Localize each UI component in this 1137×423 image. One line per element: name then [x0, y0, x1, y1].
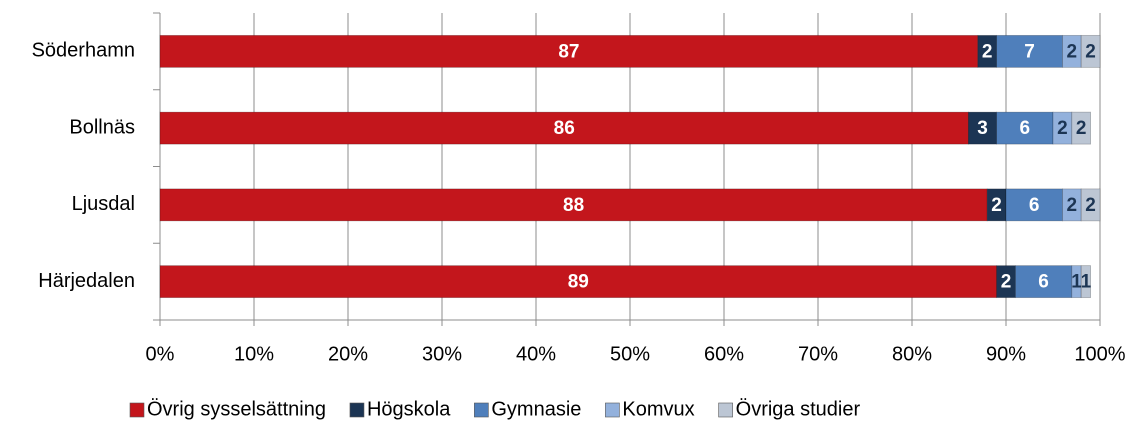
data-label: 86 — [554, 118, 575, 139]
x-tick-label: 20% — [328, 343, 368, 365]
bar-segment — [159, 188, 988, 222]
data-label: 2 — [1067, 195, 1078, 216]
x-tick-label: 30% — [422, 343, 462, 365]
data-label: 2 — [1076, 118, 1087, 139]
bar-segment — [1071, 111, 1092, 145]
bar-segment — [159, 111, 969, 145]
data-label: 6 — [1029, 195, 1040, 216]
y-tick-label: Härjedalen — [38, 270, 135, 292]
legend-label: Övriga studier — [736, 398, 861, 420]
bar-segment — [968, 111, 998, 145]
legend-label: Övrig sysselsättning — [147, 398, 326, 420]
legend-swatch — [129, 402, 145, 418]
legend-label: Komvux — [622, 398, 694, 420]
legend-swatch — [605, 402, 620, 418]
data-label: 2 — [1085, 195, 1096, 216]
legend-label: Gymnasie — [491, 398, 581, 420]
y-tick-label: Söderhamn — [32, 40, 135, 62]
bar-segment — [1015, 265, 1073, 299]
x-tick-label: 50% — [610, 343, 650, 365]
legend-swatch — [474, 402, 489, 418]
data-label: 87 — [558, 41, 579, 62]
data-label: 2 — [1001, 272, 1012, 293]
data-label: 1 — [1071, 272, 1082, 293]
data-label: 1 — [1081, 272, 1092, 293]
bar-segment — [159, 265, 997, 299]
data-label: 2 — [1067, 41, 1078, 62]
x-tick-label: 10% — [234, 343, 274, 365]
x-tick-label: 80% — [892, 343, 932, 365]
x-tick-label: 0% — [146, 343, 175, 365]
legend-swatch — [349, 402, 365, 418]
data-label: 7 — [1024, 41, 1035, 62]
data-label: 6 — [1038, 272, 1049, 293]
data-label: 2 — [1085, 41, 1096, 62]
bar-segment — [1080, 188, 1101, 222]
data-label: 89 — [568, 272, 589, 293]
x-tick-label: 60% — [704, 343, 744, 365]
x-tick-label: 70% — [798, 343, 838, 365]
legend-swatch — [718, 402, 733, 418]
x-tick-label: 100% — [1074, 343, 1125, 365]
y-tick-label: Ljusdal — [72, 193, 135, 215]
legend-label: Högskola — [367, 398, 451, 420]
x-tick-label: 90% — [986, 343, 1026, 365]
data-label: 2 — [1057, 118, 1068, 139]
bar-segment — [996, 111, 1054, 145]
bar-segment — [996, 265, 1016, 299]
data-label: 2 — [991, 195, 1002, 216]
data-label: 3 — [977, 118, 988, 139]
y-tick-label: Bollnäs — [69, 116, 135, 138]
bar-segment — [996, 34, 1063, 68]
bar-segment — [1080, 34, 1101, 68]
data-label: 2 — [982, 41, 993, 62]
data-label: 88 — [563, 195, 584, 216]
data-label: 6 — [1020, 118, 1031, 139]
x-tick-label: 40% — [516, 343, 556, 365]
bar-segment — [1005, 188, 1063, 222]
bar-segment — [1080, 265, 1091, 299]
bar-segment — [159, 34, 979, 68]
